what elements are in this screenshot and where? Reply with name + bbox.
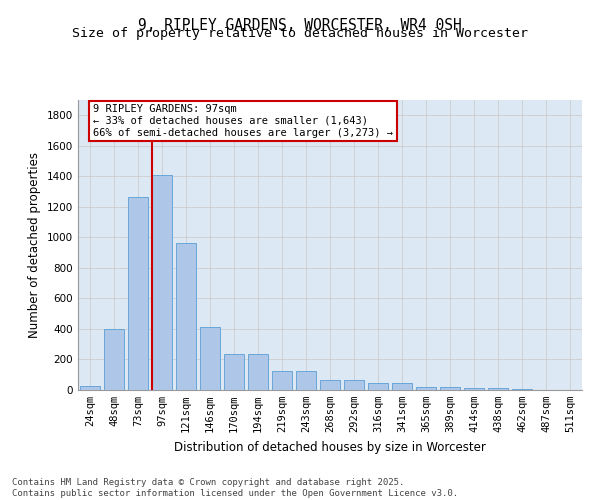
Bar (128, 197, 148, 390)
Bar (248, 354, 268, 390)
Bar (416, 387, 436, 390)
Bar (440, 387, 460, 390)
Bar (368, 383, 388, 390)
Bar (176, 242, 196, 390)
Bar (512, 389, 532, 390)
Text: Size of property relative to detached houses in Worcester: Size of property relative to detached ho… (72, 28, 528, 40)
Bar (344, 380, 364, 390)
Bar (152, 175, 172, 390)
Bar (464, 388, 484, 390)
Text: 9 RIPLEY GARDENS: 97sqm
← 33% of detached houses are smaller (1,643)
66% of semi: 9 RIPLEY GARDENS: 97sqm ← 33% of detache… (93, 104, 393, 138)
Bar (296, 371, 316, 390)
Text: Contains HM Land Registry data © Crown copyright and database right 2025.
Contai: Contains HM Land Registry data © Crown c… (12, 478, 458, 498)
Bar (224, 354, 244, 390)
Bar (392, 383, 412, 390)
Bar (272, 371, 292, 390)
Bar (104, 329, 124, 390)
Bar (320, 380, 340, 390)
Bar (200, 326, 220, 390)
Bar (488, 388, 508, 390)
Text: 9, RIPLEY GARDENS, WORCESTER, WR4 0SH: 9, RIPLEY GARDENS, WORCESTER, WR4 0SH (138, 18, 462, 32)
X-axis label: Distribution of detached houses by size in Worcester: Distribution of detached houses by size … (174, 440, 486, 454)
Y-axis label: Number of detached properties: Number of detached properties (28, 152, 41, 338)
Bar (80, 386, 100, 390)
